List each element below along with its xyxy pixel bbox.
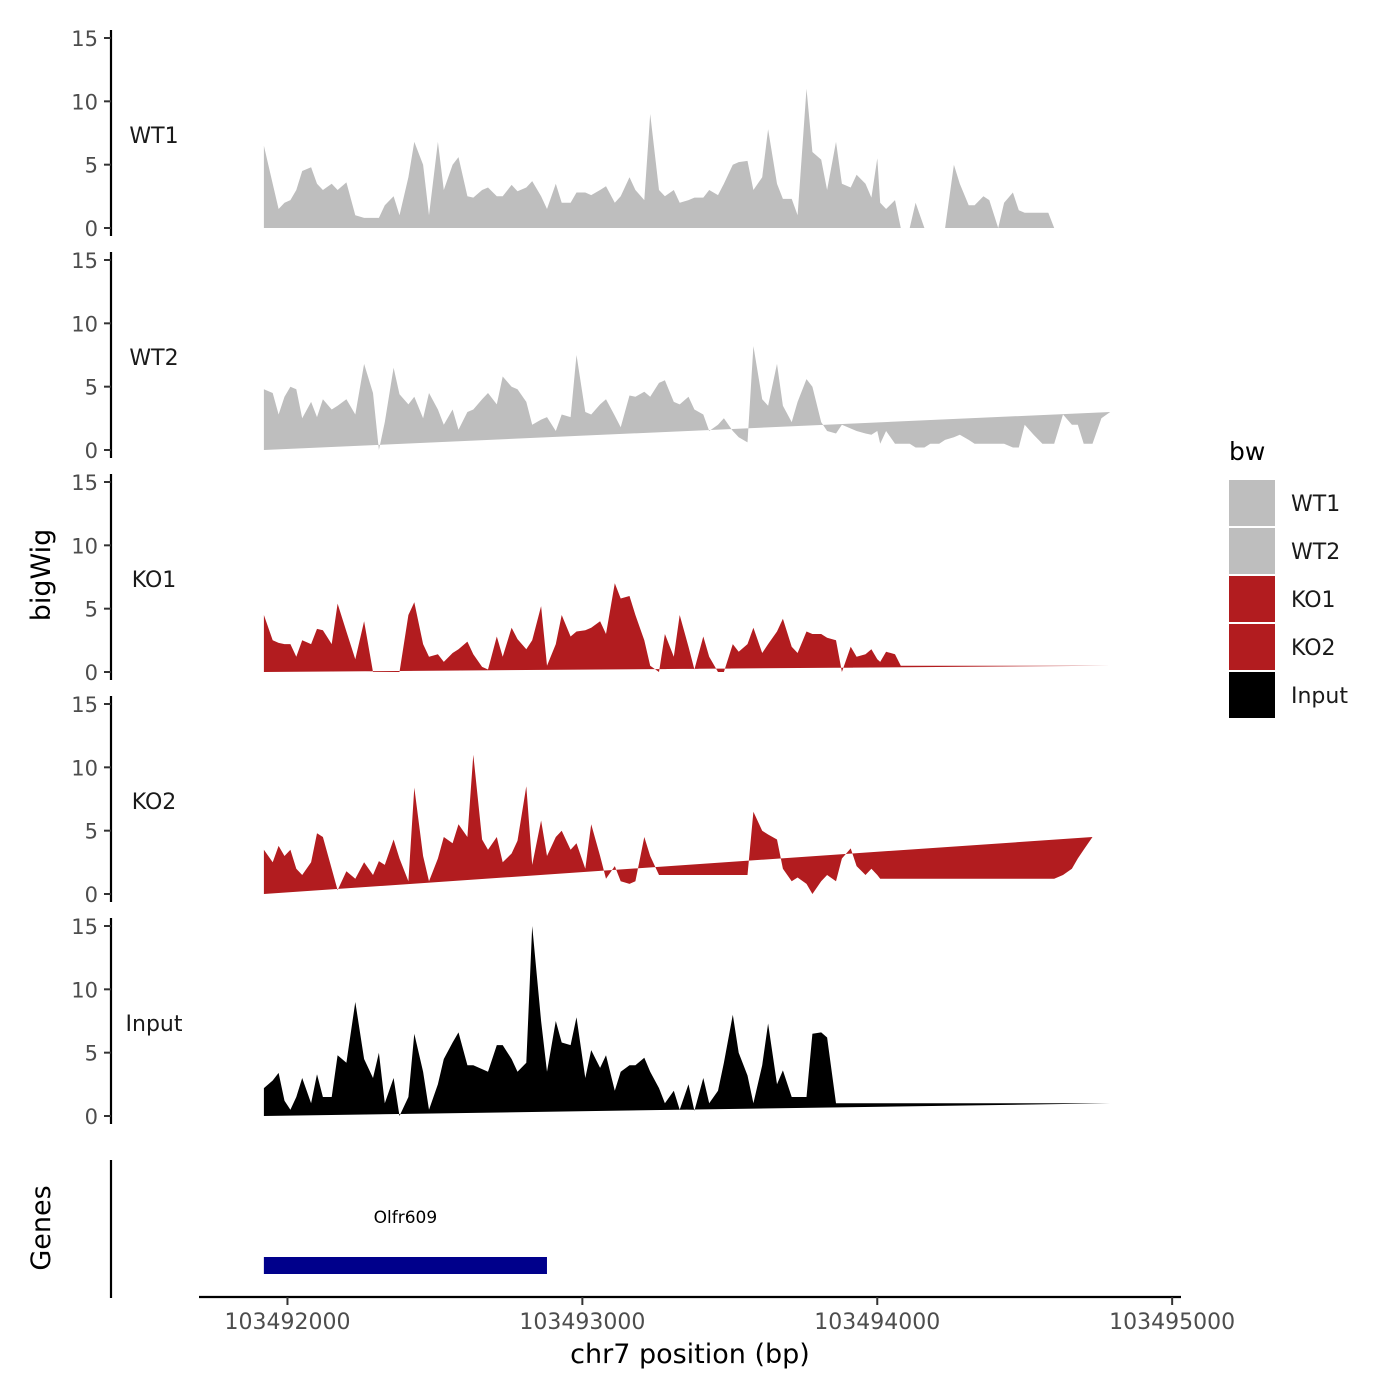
legend: bw WT1 WT2 KO1 KO2 Input — [1229, 437, 1348, 718]
y-tick-label: 0 — [85, 439, 98, 463]
tracks-layer: 0 5 10 15 WT1 0 5 10 15 WT2 0 5 10 15 KO1 0 5 10 15 KO2 0 5 10… — [71, 27, 1111, 1129]
y-tick-label: 10 — [71, 534, 98, 558]
legend-swatch — [1229, 576, 1275, 622]
y-tick-label: 10 — [71, 312, 98, 336]
y-tick-label: 15 — [71, 915, 98, 939]
y-tick-label: 5 — [85, 154, 98, 178]
coverage-area-input — [263, 926, 1111, 1116]
x-tick-label: 103494000 — [814, 1310, 940, 1335]
y-tick-label: 5 — [85, 598, 98, 622]
y-tick-label: 10 — [71, 756, 98, 780]
legend-label: Input — [1291, 684, 1348, 709]
x-axis: chr7 position (bp) 103492000 103493000 103… — [199, 1295, 1235, 1370]
legend-swatch — [1229, 528, 1275, 574]
track-input: 0 5 10 15 Input — [71, 915, 1111, 1129]
track-wt1: 0 5 10 15 WT1 — [71, 27, 1111, 241]
track-label: WT1 — [129, 124, 178, 149]
y-tick-label: 15 — [71, 693, 98, 717]
y-axis-title: bigWig — [26, 529, 57, 622]
x-axis-title: chr7 position (bp) — [570, 1339, 810, 1370]
y-tick-label: 0 — [85, 1105, 98, 1129]
coverage-area-ko1 — [263, 583, 1111, 672]
track-ko1: 0 5 10 15 KO1 — [71, 471, 1111, 685]
legend-title: bw — [1229, 437, 1265, 466]
track-label: Input — [126, 1012, 183, 1037]
y-tick-label: 15 — [71, 249, 98, 273]
x-tick-label: 103493000 — [519, 1310, 645, 1335]
x-tick-label: 103495000 — [1109, 1310, 1235, 1335]
y-tick-label: 15 — [71, 471, 98, 495]
y-tick-label: 10 — [71, 978, 98, 1002]
legend-label: WT2 — [1291, 540, 1340, 565]
genes-panel: Genes Olfr609 — [26, 1160, 547, 1298]
coverage-area-wt1 — [263, 88, 1111, 228]
track-wt2: 0 5 10 15 WT2 — [71, 249, 1111, 463]
x-tick-label: 103492000 — [224, 1310, 350, 1335]
y-tick-label: 5 — [85, 1042, 98, 1066]
gene-label: Olfr609 — [374, 1208, 438, 1228]
y-tick-label: 0 — [85, 883, 98, 907]
track-label: KO2 — [132, 790, 177, 815]
coverage-area-ko2 — [263, 754, 1093, 894]
legend-swatch — [1229, 624, 1275, 670]
y-tick-label: 5 — [85, 376, 98, 400]
gene-bar — [263, 1257, 547, 1274]
y-tick-label: 0 — [85, 661, 98, 685]
legend-label: WT1 — [1291, 492, 1340, 517]
y-tick-label: 10 — [71, 90, 98, 114]
legend-swatch — [1229, 672, 1275, 718]
track-ko2: 0 5 10 15 KO2 — [71, 693, 1093, 907]
y-tick-label: 5 — [85, 820, 98, 844]
track-label: WT2 — [129, 346, 178, 371]
track-label: KO1 — [132, 568, 177, 593]
y-tick-label: 0 — [85, 217, 98, 241]
legend-swatch — [1229, 480, 1275, 526]
y-tick-label: 15 — [71, 27, 98, 51]
legend-label: KO1 — [1291, 588, 1336, 613]
legend-label: KO2 — [1291, 636, 1336, 661]
coverage-area-wt2 — [263, 346, 1111, 450]
genes-panel-label: Genes — [26, 1185, 57, 1270]
